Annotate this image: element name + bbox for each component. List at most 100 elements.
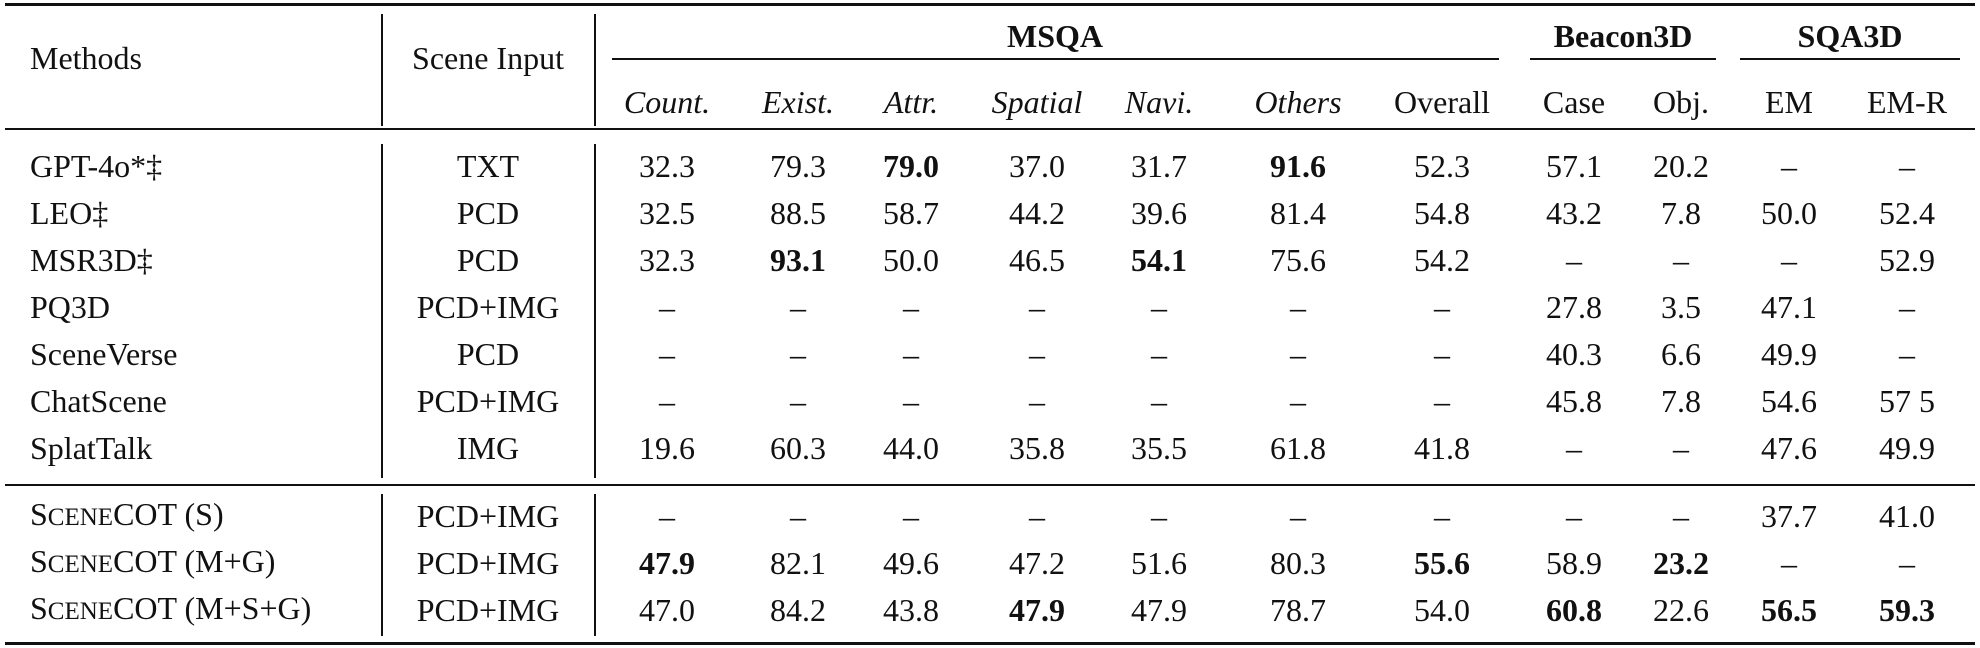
method-name: SCENECOT (S) <box>30 494 224 538</box>
method-name: ChatScene <box>30 383 167 419</box>
value-cell: 79.0 <box>883 148 939 184</box>
value-cell: – <box>790 498 806 534</box>
scene-input-cell: PCD+IMG <box>416 498 560 534</box>
method-name: PQ3D <box>30 289 111 325</box>
column-header: EM <box>1765 84 1813 120</box>
value-cell: 80.3 <box>1270 545 1326 581</box>
value-cell: 27.8 <box>1546 289 1602 325</box>
scene-input-cell: PCD+IMG <box>416 289 560 325</box>
value-cell: – <box>1899 289 1915 325</box>
value-cell: 47.2 <box>1009 545 1065 581</box>
value-cell: – <box>1434 383 1450 419</box>
value-cell: 75.6 <box>1270 242 1326 278</box>
value-cell: 47.0 <box>639 592 695 628</box>
value-cell: 40.3 <box>1546 336 1602 372</box>
method-name: GPT-4o*‡ <box>30 148 163 184</box>
value-cell: 52.9 <box>1879 242 1935 278</box>
method-name-suffix: (S) <box>176 496 224 532</box>
method-name-part: COT <box>113 590 177 626</box>
value-cell: 58.9 <box>1546 545 1602 581</box>
value-cell: 50.0 <box>1761 195 1817 231</box>
value-cell: 31.7 <box>1131 148 1187 184</box>
value-cell: 43.8 <box>883 592 939 628</box>
value-cell: 6.6 <box>1661 336 1701 372</box>
value-cell: 3.5 <box>1661 289 1701 325</box>
value-cell: 22.6 <box>1653 592 1709 628</box>
value-cell: – <box>790 383 806 419</box>
column-header: Attr. <box>883 84 939 120</box>
value-cell: 43.2 <box>1546 195 1602 231</box>
value-cell: – <box>1029 498 1045 534</box>
method-name: LEO‡ <box>30 195 109 231</box>
method-name-part: S <box>30 496 48 532</box>
value-cell: 35.5 <box>1131 430 1187 466</box>
value-cell: 49.6 <box>883 545 939 581</box>
column-header: Obj. <box>1653 84 1709 120</box>
top-rule <box>5 3 1975 6</box>
value-cell: 82.1 <box>770 545 826 581</box>
column-header: Overall <box>1394 84 1490 120</box>
method-name-part: COT <box>113 543 177 579</box>
value-cell: – <box>1673 498 1689 534</box>
value-cell: 54.6 <box>1761 383 1817 419</box>
value-cell: – <box>659 289 675 325</box>
method-name-part: CENE <box>47 551 114 578</box>
value-cell: – <box>1566 430 1582 466</box>
scene-input-cell: PCD+IMG <box>416 545 560 581</box>
value-cell: 60.3 <box>770 430 826 466</box>
value-cell: 79.3 <box>770 148 826 184</box>
value-cell: – <box>1151 498 1167 534</box>
value-cell: 57 5 <box>1879 383 1935 419</box>
method-name: SCENECOT (M+S+G) <box>30 588 311 632</box>
method-name: SCENECOT (M+G) <box>30 541 275 585</box>
value-cell: – <box>1673 242 1689 278</box>
column-header: Exist. <box>762 84 834 120</box>
value-cell: – <box>790 289 806 325</box>
value-cell: – <box>1434 336 1450 372</box>
value-cell: – <box>1151 289 1167 325</box>
value-cell: 51.6 <box>1131 545 1187 581</box>
msqa-group-rule <box>612 58 1499 60</box>
value-cell: – <box>1566 498 1582 534</box>
value-cell: 52.4 <box>1879 195 1935 231</box>
value-cell: 55.6 <box>1414 545 1470 581</box>
value-cell: 32.3 <box>639 148 695 184</box>
value-cell: – <box>903 383 919 419</box>
header-rule <box>5 128 1975 130</box>
value-cell: 81.4 <box>1270 195 1326 231</box>
section-rule <box>5 484 1975 486</box>
value-cell: 49.9 <box>1761 336 1817 372</box>
value-cell: – <box>1566 242 1582 278</box>
value-cell: – <box>1151 383 1167 419</box>
value-cell: 47.6 <box>1761 430 1817 466</box>
value-cell: 50.0 <box>883 242 939 278</box>
scene-input-header: Scene Input <box>412 40 564 76</box>
value-cell: 39.6 <box>1131 195 1187 231</box>
value-cell: – <box>1781 242 1797 278</box>
value-cell: 84.2 <box>770 592 826 628</box>
column-header: Others <box>1254 84 1342 120</box>
value-cell: – <box>1290 336 1306 372</box>
value-cell: 46.5 <box>1009 242 1065 278</box>
value-cell: 93.1 <box>770 242 826 278</box>
msqa-group-header: MSQA <box>1007 18 1103 54</box>
value-cell: 61.8 <box>1270 430 1326 466</box>
value-cell: – <box>1029 336 1045 372</box>
value-cell: 57.1 <box>1546 148 1602 184</box>
value-cell: 47.9 <box>639 545 695 581</box>
value-cell: 59.3 <box>1879 592 1935 628</box>
value-cell: 23.2 <box>1653 545 1709 581</box>
value-cell: 54.8 <box>1414 195 1470 231</box>
value-cell: 56.5 <box>1761 592 1817 628</box>
value-cell: 49.9 <box>1879 430 1935 466</box>
value-cell: – <box>1029 383 1045 419</box>
value-cell: 44.2 <box>1009 195 1065 231</box>
value-cell: 20.2 <box>1653 148 1709 184</box>
value-cell: – <box>790 336 806 372</box>
value-cell: 47.9 <box>1009 592 1065 628</box>
scene-input-cell: PCD <box>456 242 520 278</box>
scene-input-cell: PCD+IMG <box>416 383 560 419</box>
value-cell: 91.6 <box>1270 148 1326 184</box>
value-cell: 54.1 <box>1131 242 1187 278</box>
